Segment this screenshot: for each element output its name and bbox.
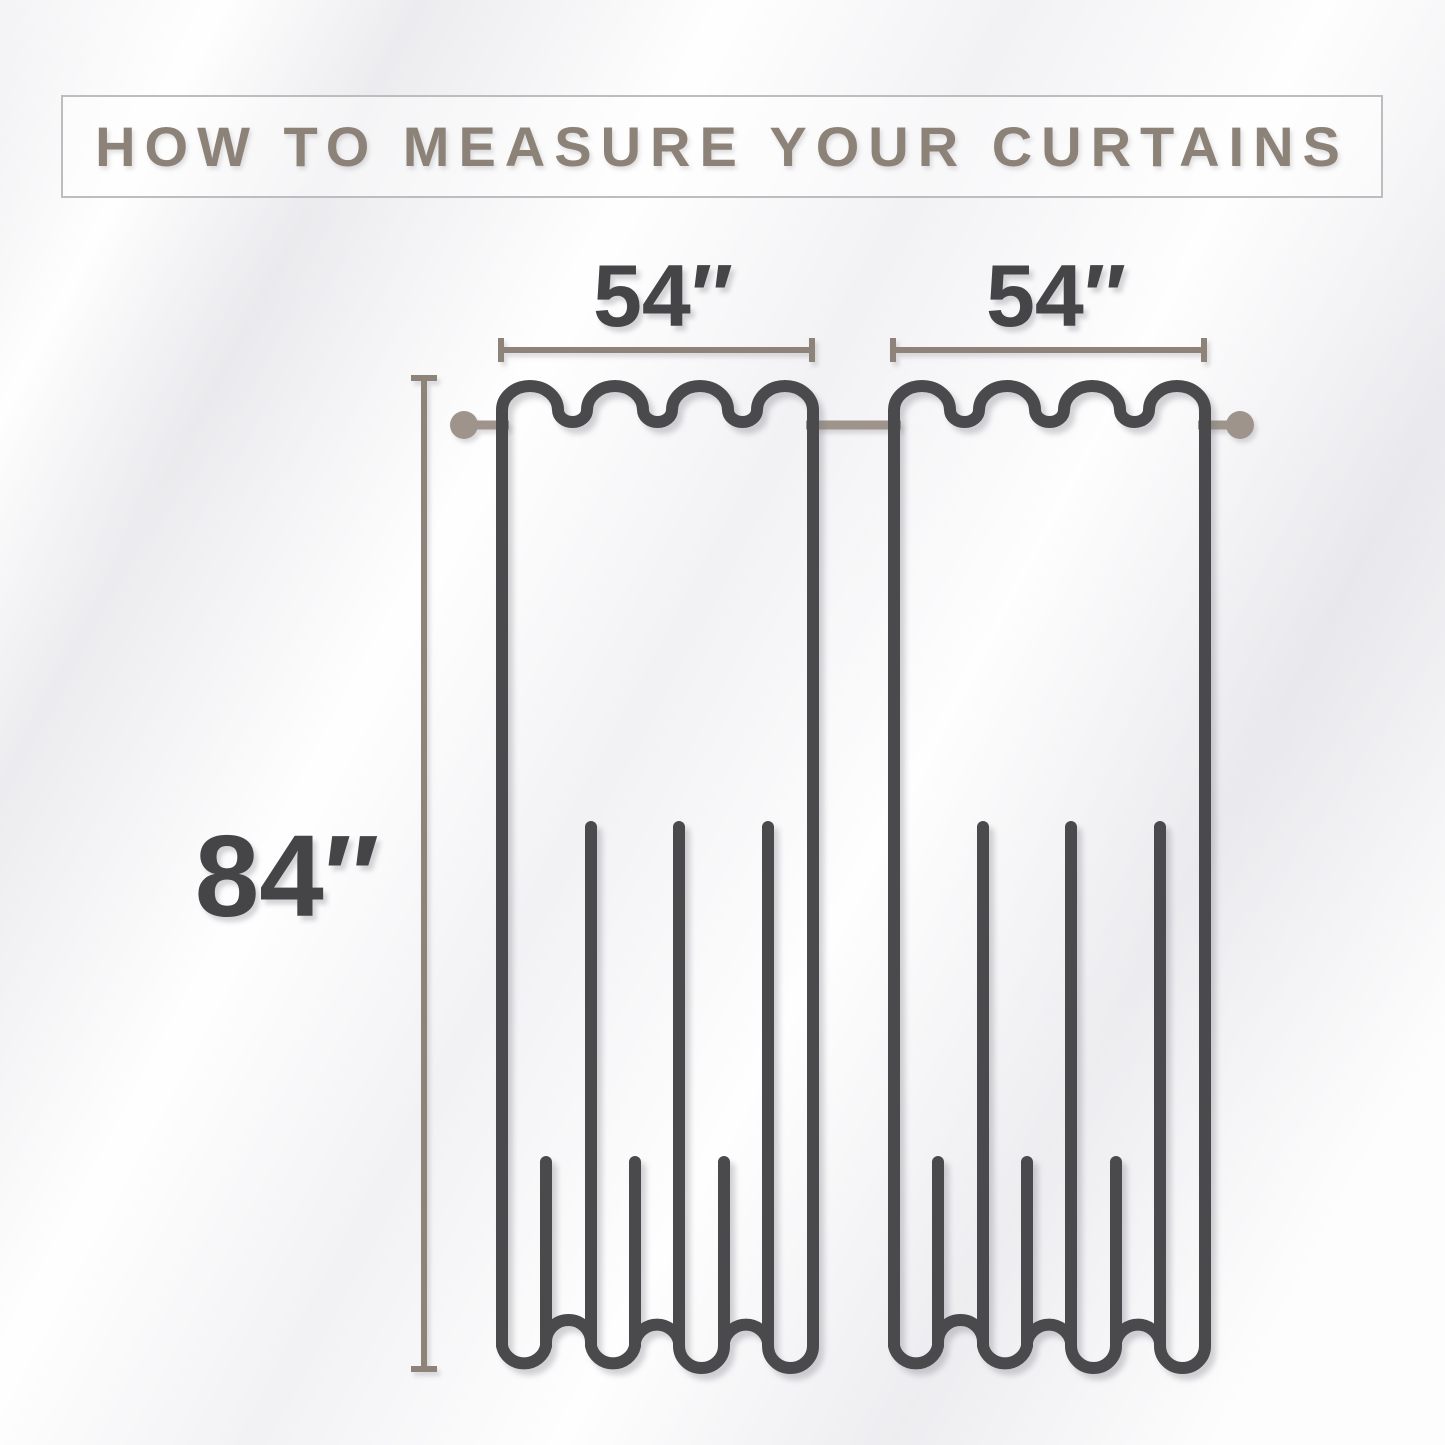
page-title: HOW TO MEASURE YOUR CURTAINS <box>95 115 1349 178</box>
curtain-fold-line <box>585 821 641 1370</box>
width-measurement-left <box>498 338 815 362</box>
width-measure-line-right <box>890 338 1207 362</box>
curtain-fold-line <box>1065 821 1122 1374</box>
rod-finial-right-icon <box>1226 411 1254 439</box>
curtain-outline <box>888 380 1211 1374</box>
curtain-panel-right <box>888 380 1211 1374</box>
width-measure-line-left <box>498 338 815 362</box>
curtain-outline <box>496 380 819 1374</box>
curtain-hem-wave <box>932 1314 1166 1348</box>
rod-finial-left-icon <box>450 411 478 439</box>
curtain-fold-line <box>673 821 730 1374</box>
width-measurement-label-left: 54″ <box>592 246 734 345</box>
width-measurement-right <box>890 338 1207 362</box>
curtain-fold-line <box>977 821 1033 1370</box>
height-measurement <box>411 375 437 1372</box>
title-banner: HOW TO MEASURE YOUR CURTAINS <box>61 95 1383 198</box>
curtain-hem-wave <box>540 1314 774 1348</box>
curtain-panel-left <box>496 380 819 1374</box>
curtain-rod <box>450 411 1254 439</box>
height-measurement-label: 84″ <box>194 811 380 941</box>
height-measure-line <box>411 375 437 1372</box>
width-measurement-label-right: 54″ <box>985 246 1127 345</box>
